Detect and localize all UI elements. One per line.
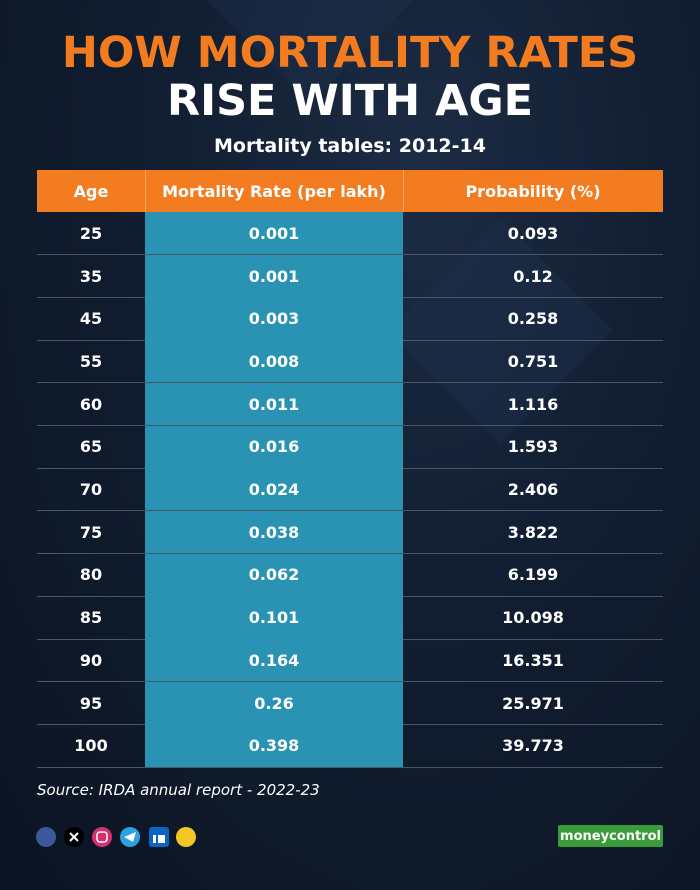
table-cell: 39.773 (502, 736, 564, 756)
table-cell: 0.101 (145, 596, 403, 639)
table-cell: 0.258 (507, 309, 559, 329)
table-cell: 0.062 (145, 553, 403, 597)
table-cell: 0.001 (145, 212, 403, 255)
table-cell: 10.098 (502, 608, 564, 628)
table-cell: 35 (79, 266, 103, 286)
table-cell: 0.164 (145, 639, 403, 682)
logo: moneycontrol (558, 825, 663, 847)
linkedin-glyph (158, 835, 165, 843)
column-header: Age (37, 170, 145, 212)
table-cell: 25 (79, 223, 103, 243)
table-cell: 0.008 (145, 340, 403, 383)
column-divider (145, 170, 146, 212)
column-header: Probability (%) (403, 170, 663, 212)
table-cell: 6.199 (507, 565, 559, 585)
table-cell: 60 (79, 394, 103, 414)
koo-icon (176, 827, 196, 847)
table-cell: 65 (79, 437, 103, 457)
table-cell: 80 (79, 565, 103, 585)
source: Source: IRDA annual report - 2022-23 (37, 781, 320, 799)
subtitle: Mortality tables: 2012-14 (214, 135, 486, 157)
table-cell: 2.406 (507, 480, 559, 500)
table-cell: 1.593 (507, 437, 559, 457)
telegram-glyph (124, 832, 136, 842)
table-cell: 70 (79, 480, 103, 500)
table-cell: 0.038 (145, 510, 403, 554)
table-cell: 25.971 (502, 693, 564, 713)
social-icons (36, 827, 196, 847)
table-cell: 0.26 (145, 681, 403, 725)
title: HOW MORTALITY RATES (61, 28, 639, 78)
table-cell: 0.093 (507, 223, 559, 243)
column-header: Mortality Rate (per lakh) (145, 170, 403, 212)
x-glyph (69, 832, 79, 842)
table-cell: 90 (79, 650, 103, 670)
table-cell: 0.003 (145, 297, 403, 341)
table-cell: 0.024 (145, 468, 403, 511)
table-cell: 0.751 (507, 351, 559, 371)
instagram-icon (92, 827, 112, 847)
facebook-icon (36, 827, 56, 847)
table-cell: 45 (79, 309, 103, 329)
row-divider (37, 766, 663, 768)
table-cell: 0.398 (145, 724, 403, 768)
table-cell: 85 (79, 608, 103, 628)
table-cell: 95 (79, 693, 103, 713)
table-cell: 0.011 (145, 382, 403, 426)
table-cell: 0.12 (513, 266, 553, 286)
table-cell: 3.822 (507, 522, 559, 542)
column-divider (403, 170, 404, 212)
instagram-glyph (96, 831, 108, 843)
table-cell: 75 (79, 522, 103, 542)
title: RISE WITH AGE (166, 76, 534, 126)
table-cell: 0.001 (145, 254, 403, 298)
table-cell: 100 (74, 736, 108, 756)
linkedin-glyph (153, 835, 156, 843)
table-cell: 0.016 (145, 425, 403, 469)
table-cell: 1.116 (507, 394, 559, 414)
table-cell: 16.351 (502, 650, 564, 670)
table-cell: 55 (79, 351, 103, 371)
